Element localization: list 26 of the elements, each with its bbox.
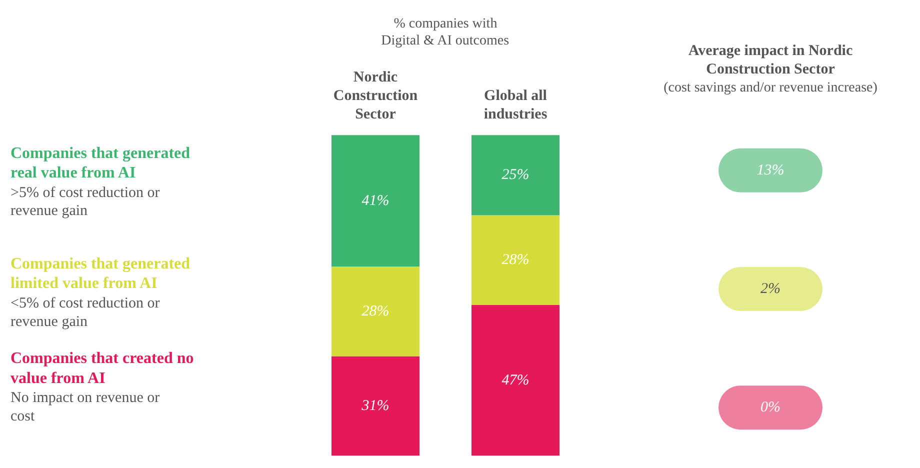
bar [472, 215, 560, 306]
data-label: 25% [502, 167, 530, 184]
text: Companies that generated real value from AI [10, 145, 190, 182]
bar [332, 356, 420, 456]
data-label: 28% [502, 252, 530, 268]
data-label: 31% [360, 398, 390, 414]
category-label: 0% [760, 400, 780, 416]
data-label: 28% [362, 303, 390, 320]
text: >5% of cost reduction or revenue gain [10, 184, 160, 220]
category-label: 13% [756, 162, 784, 178]
data-label: 41% [362, 192, 390, 209]
category-label: 2% [760, 280, 780, 297]
bar [332, 266, 420, 356]
text: Average impact in Nordic Construction Sector [688, 43, 853, 78]
x-tick-label: Nordic Construction Sector [333, 70, 418, 122]
text: <5% of cost reduction or revenue gain [10, 295, 160, 330]
data-label: 47% [502, 372, 530, 388]
x-tick-label: Global all industries [484, 88, 548, 122]
text: Companies that generated limited value from AI [10, 256, 190, 292]
text: No impact on revenue or cost [10, 390, 160, 424]
bar [472, 135, 560, 216]
chart-title: % companies with Digital & AI outcomes [381, 16, 510, 49]
text: Companies that created no value from AI [10, 350, 194, 387]
text: (cost savings and/or revenue increase) [664, 80, 878, 96]
bar [332, 135, 420, 267]
bar [472, 305, 560, 456]
